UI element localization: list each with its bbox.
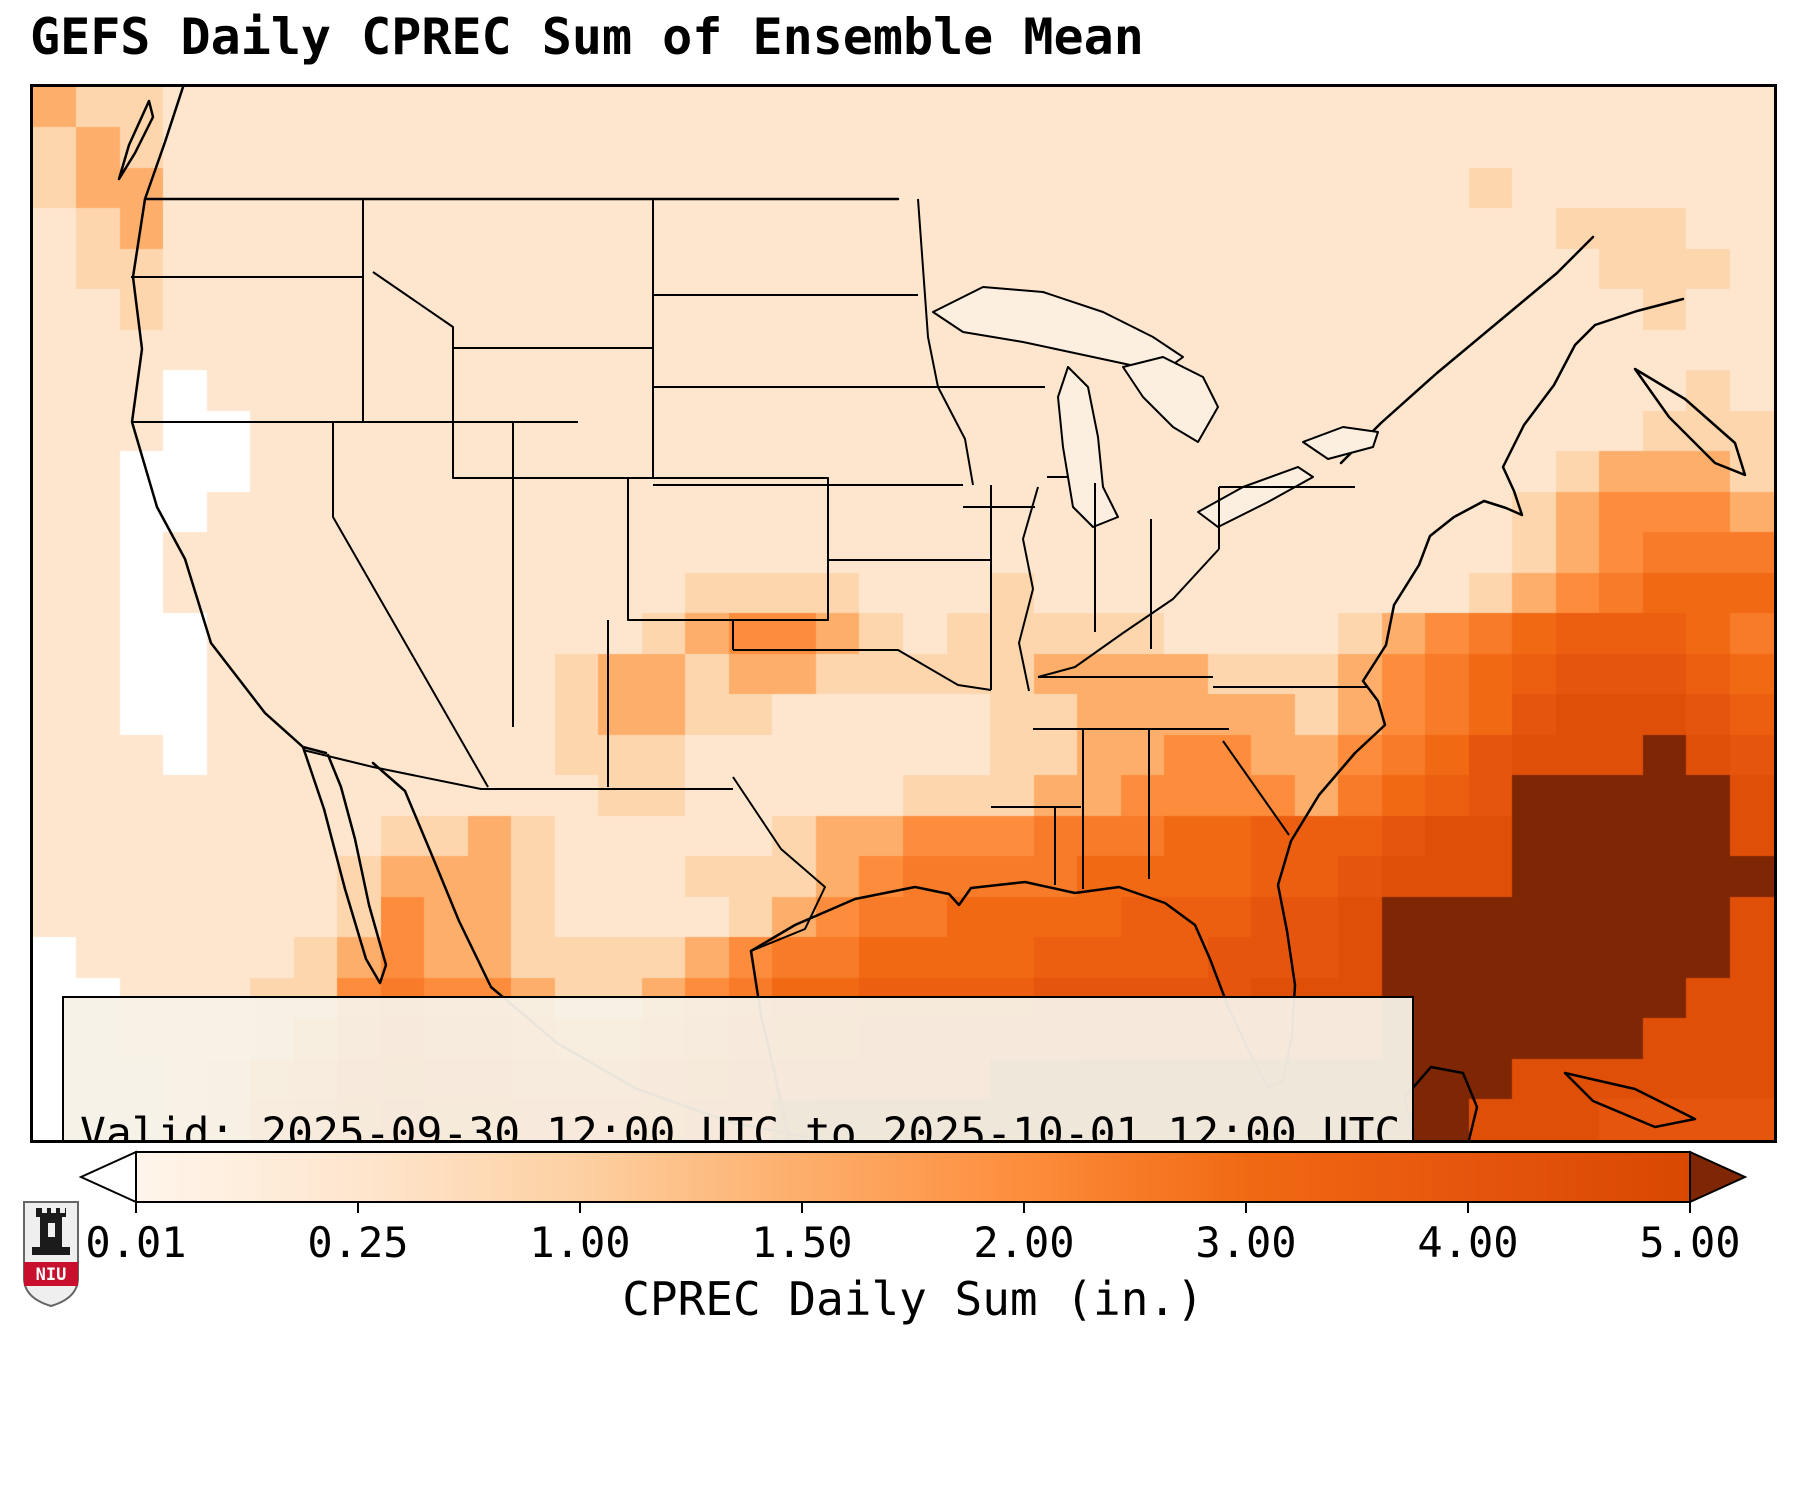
colorbar-tick-label-7: 5.00 xyxy=(1639,1218,1741,1267)
valid-run-box: Valid: 2025-09-30 12:00 UTC to 2025-10-0… xyxy=(62,996,1414,1143)
baja-california xyxy=(301,745,388,985)
state-borders-plains xyxy=(652,198,992,691)
state-borders-west xyxy=(131,199,829,952)
niu-castle-detail xyxy=(42,1208,65,1237)
colorbar-tick-label-5: 3.00 xyxy=(1195,1218,1297,1267)
colorbar-tick-label-2: 1.00 xyxy=(529,1218,631,1267)
precip-heatmap-canvas xyxy=(33,87,1774,1140)
niu-banner xyxy=(24,1262,78,1286)
colorbar-right-arrow xyxy=(1689,1150,1748,1204)
colorbar-tick-label-4: 2.00 xyxy=(973,1218,1075,1267)
lake-ontario xyxy=(1302,426,1379,460)
figure-title: GEFS Daily CPREC Sum of Ensemble Mean xyxy=(30,8,1144,66)
lake-huron xyxy=(1122,356,1219,443)
geography-overlay xyxy=(117,87,1747,1140)
colorbar-tick-label-6: 4.00 xyxy=(1417,1218,1519,1267)
colorbar-gradient-bar xyxy=(135,1151,1691,1203)
colorbar-tick-label-0: 0.01 xyxy=(85,1218,187,1267)
niu-logo: NIU xyxy=(23,1201,79,1308)
colorbar-tick-marks xyxy=(135,1202,1691,1213)
nova-scotia xyxy=(1633,367,1747,477)
vancouver-island xyxy=(117,99,155,181)
pacific-coastline xyxy=(130,87,328,755)
yucatan xyxy=(1403,1065,1479,1140)
valid-text: Valid: 2025-09-30 12:00 UTC to 2025-10-0… xyxy=(80,1109,1401,1143)
colorbar-tick-label-3: 1.50 xyxy=(751,1218,853,1267)
cuba xyxy=(1563,1071,1697,1129)
state-borders-midwest-south xyxy=(938,386,1367,889)
us-gulf-atlantic-coastline xyxy=(749,297,1685,1089)
niu-logo-text: NIU xyxy=(36,1265,67,1285)
lake-michigan xyxy=(1057,366,1119,528)
lake-superior xyxy=(932,286,1184,373)
colorbar-tick-label-1: 0.25 xyxy=(307,1218,409,1267)
colorbar-left-arrow xyxy=(78,1150,137,1204)
map-area: Valid: 2025-09-30 12:00 UTC to 2025-10-0… xyxy=(30,84,1777,1143)
colorbar xyxy=(78,1150,1748,1213)
colorbar-title: CPREC Daily Sum (in.) xyxy=(622,1272,1204,1326)
st-lawrence-river xyxy=(1339,235,1595,465)
lake-erie xyxy=(1197,466,1314,528)
